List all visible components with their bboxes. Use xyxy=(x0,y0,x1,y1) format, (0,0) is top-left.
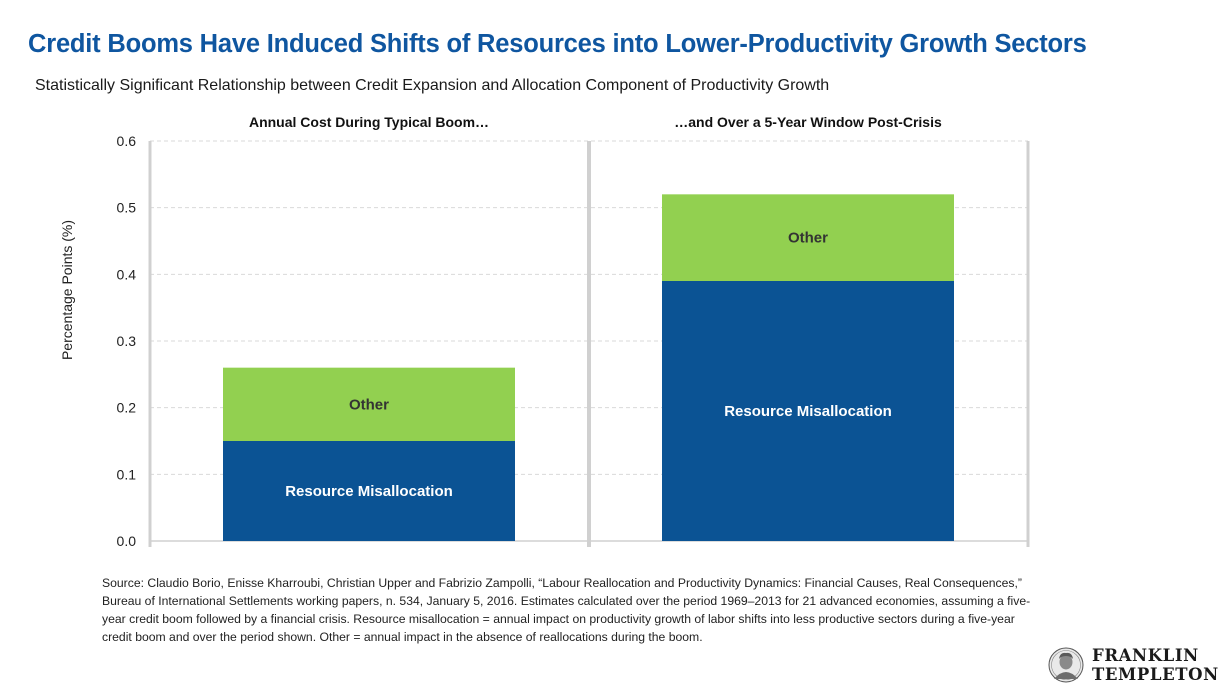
chart-area: 0.0 0.1 0.2 0.3 0.4 0.5 0.6 Percentage Points (… xyxy=(59,114,1030,549)
y-tick-label: 0.2 xyxy=(117,400,137,416)
bar-segment-label: Resource Misallocation xyxy=(285,483,453,500)
portrait-seal-icon xyxy=(1048,647,1084,683)
logo-wordmark: FRANKLIN TEMPLETON xyxy=(1092,646,1219,684)
panel-title: Annual Cost During Typical Boom… xyxy=(249,114,489,130)
logo-line-1: FRANKLIN xyxy=(1092,646,1199,665)
y-tick-label: 0.4 xyxy=(117,266,137,282)
logo-line-2: TEMPLETON xyxy=(1092,665,1219,684)
stacked-bar-chart: 0.0 0.1 0.2 0.3 0.4 0.5 0.6 Percentage Points (… xyxy=(59,114,1030,549)
y-tick-label: 0.6 xyxy=(117,133,137,149)
bar-segment-label: Other xyxy=(788,230,828,247)
source-note: Source: Claudio Borio, Enisse Kharroubi,… xyxy=(102,576,1031,644)
bar-segment xyxy=(662,281,954,541)
y-tick-label: 0.1 xyxy=(117,466,137,482)
y-tick-label: 0.0 xyxy=(117,533,137,549)
bar-segment xyxy=(662,194,954,281)
y-axis-label: Percentage Points (%) xyxy=(59,220,75,360)
y-tick-label: 0.5 xyxy=(117,200,137,216)
y-tick-label: 0.3 xyxy=(117,333,137,349)
bar-segment xyxy=(223,367,515,441)
bar-segment-label: Resource Misallocation xyxy=(724,403,892,420)
chart-title: Credit Booms Have Induced Shifts of Reso… xyxy=(28,30,1087,58)
chart-subtitle: Statistically Significant Relationship b… xyxy=(35,77,830,94)
franklin-templeton-logo: FRANKLIN TEMPLETON xyxy=(1048,644,1220,686)
bar-segment-label: Other xyxy=(349,396,389,413)
panel-title: …and Over a 5-Year Window Post-Crisis xyxy=(674,114,942,130)
bar-segment xyxy=(223,441,515,541)
